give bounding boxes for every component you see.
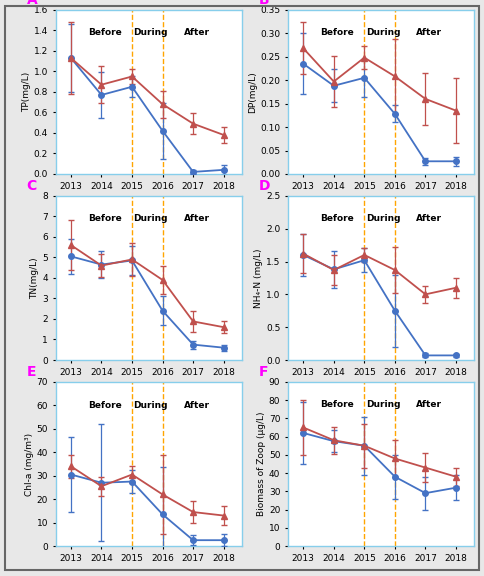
Text: E: E [27,365,36,379]
Y-axis label: Chl-a (mg/m³): Chl-a (mg/m³) [25,433,34,495]
Text: A: A [27,0,37,7]
Text: B: B [259,0,270,7]
Text: After: After [416,214,442,223]
Text: After: After [416,28,442,37]
Text: F: F [259,365,269,379]
Y-axis label: NH₄-N (mg/L): NH₄-N (mg/L) [254,248,263,308]
Text: During: During [366,214,400,223]
Text: Before: Before [320,28,354,37]
Text: Before: Before [320,400,354,409]
Y-axis label: Biomass of Zoop (μg/L): Biomass of Zoop (μg/L) [257,412,266,516]
Text: D: D [259,179,271,193]
Text: During: During [134,401,168,410]
Text: Before: Before [88,28,121,37]
Text: During: During [366,28,400,37]
Text: Before: Before [320,214,354,223]
Text: After: After [184,214,210,223]
Text: Before: Before [88,401,121,410]
Text: C: C [27,179,37,193]
Text: After: After [184,401,210,410]
Y-axis label: TN(mg/L): TN(mg/L) [30,257,40,299]
Text: During: During [366,400,400,409]
Text: Before: Before [88,214,121,223]
Text: After: After [184,28,210,37]
Text: After: After [416,400,442,409]
Y-axis label: TP(mg/L): TP(mg/L) [22,72,31,112]
Text: During: During [134,214,168,223]
Text: During: During [134,28,168,37]
Y-axis label: DP(mg/L): DP(mg/L) [248,71,257,113]
